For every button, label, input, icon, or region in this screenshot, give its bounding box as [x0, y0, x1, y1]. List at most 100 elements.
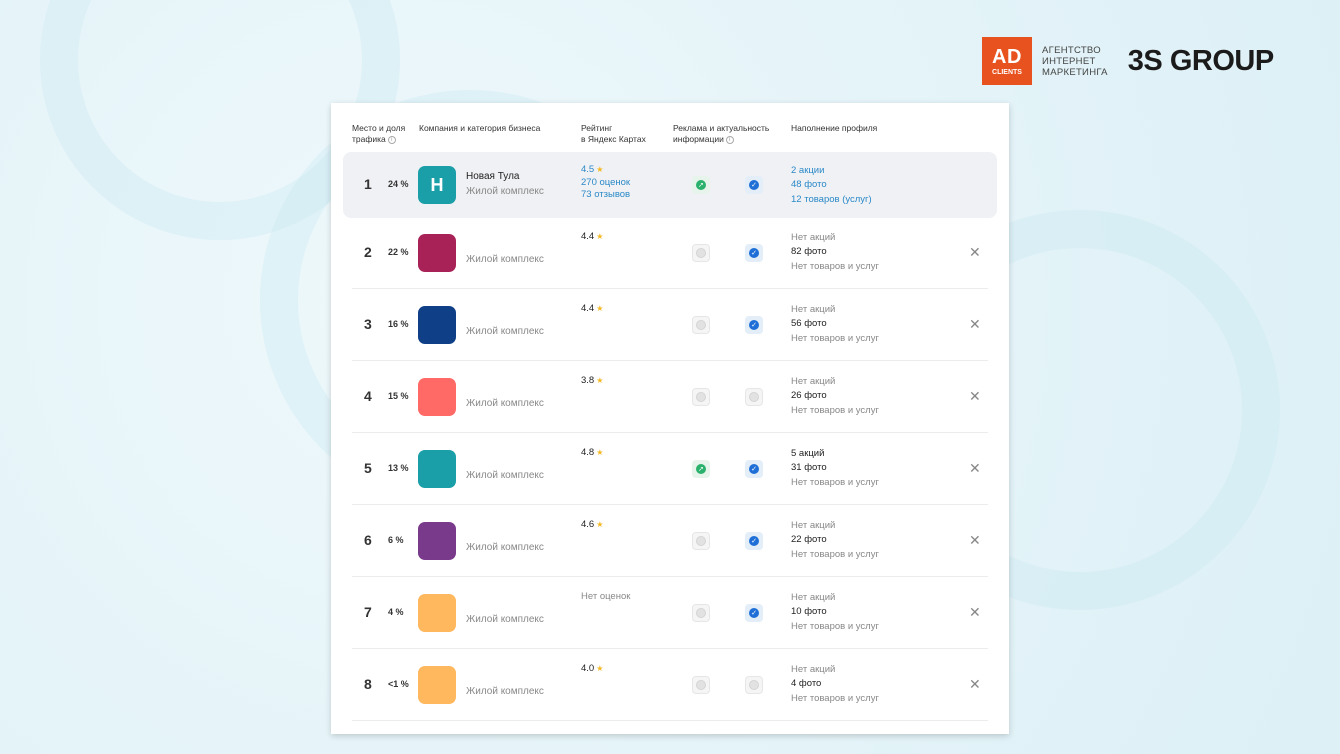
company-thumbnail [418, 522, 456, 560]
indicator-dot: ➚ [696, 180, 706, 190]
profile-promos: Нет акций [791, 664, 836, 675]
header-profile: Наполнение профиля [791, 123, 878, 133]
profile-promos: Нет акций [791, 376, 836, 387]
info-icon[interactable]: i [725, 135, 734, 144]
header-place: Место и доля трафика i [352, 123, 405, 145]
header-ads-line2: информации [673, 134, 724, 144]
star-icon: ★ [596, 165, 604, 174]
company-category: Жилой комплекс [466, 326, 544, 337]
indicator-dot: ➚ [696, 464, 706, 474]
indicator-dot [696, 680, 706, 690]
table-row[interactable]: 8 <1 % Жилой комплекс 4.0 ★ Нет акций 4 ф… [352, 649, 988, 721]
rating-value-line: 4.4 ★ [581, 231, 603, 244]
rank-number: 3 [364, 316, 372, 332]
company-thumbnail [418, 306, 456, 344]
info-icon[interactable]: i [387, 135, 396, 144]
rating-value-line: 3.8 ★ [581, 375, 603, 388]
indicator-dot [696, 392, 706, 402]
header-place-line2: трафика [352, 134, 386, 144]
traffic-share: 4 % [388, 607, 404, 617]
table-row[interactable]: 1 24 % Н Новая Тула Жилой комплекс 4.5 ★ … [343, 152, 997, 218]
company-category: Жилой комплекс [466, 398, 544, 409]
profile-promos[interactable]: 2 акции [791, 165, 825, 176]
remove-competitor-icon[interactable]: ✕ [969, 604, 981, 620]
rank-number: 5 [364, 460, 372, 476]
header-rating: Рейтинг в Яндекс Картах [581, 123, 646, 145]
header-rating-line1: Рейтинг [581, 123, 613, 133]
company-category: Жилой комплекс [466, 614, 544, 625]
rating-value: 4.5 [581, 164, 595, 175]
remove-competitor-icon[interactable]: ✕ [969, 532, 981, 548]
rank-number: 6 [364, 532, 372, 548]
advertising-indicator-icon [692, 604, 710, 622]
star-icon: ★ [596, 520, 604, 529]
table-row[interactable]: 4 15 % Жилой комплекс 3.8 ★ Нет акций 26 … [352, 361, 988, 433]
profile-fill: Нет акций 10 фото Нет товаров и услуг [791, 591, 879, 634]
rating-count[interactable]: 270 оценок [581, 176, 631, 188]
profile-promos: Нет акций [791, 304, 836, 315]
info-actual-indicator-icon [745, 388, 763, 406]
indicator-dot [749, 392, 759, 402]
profile-photos[interactable]: 48 фото [791, 179, 827, 191]
rank-number: 2 [364, 244, 372, 260]
agency-line: ИНТЕРНЕТ [1042, 55, 1096, 67]
company-thumbnail [418, 450, 456, 488]
advertising-indicator-icon [692, 388, 710, 406]
agency-line: АГЕНТСТВО [1042, 44, 1101, 56]
indicator-dot: ✓ [749, 248, 759, 258]
rating-cell: 4.5 ★ 270 оценок 73 отзывов [581, 164, 630, 202]
remove-competitor-icon[interactable]: ✕ [969, 316, 981, 332]
profile-goods: Нет товаров и услуг [791, 332, 879, 344]
company-thumbnail [418, 378, 456, 416]
reviews-count[interactable]: 73 отзывов [581, 189, 631, 200]
company-thumbnail [418, 666, 456, 704]
profile-goods: Нет товаров и услуг [791, 404, 879, 416]
profile-goods: Нет товаров и услуг [791, 692, 879, 704]
rating-value: 4.8 [581, 447, 595, 458]
profile-promos: Нет акций [791, 592, 836, 603]
indicator-dot: ✓ [749, 180, 759, 190]
advertising-indicator-icon [692, 676, 710, 694]
company-category: Жилой комплекс [466, 686, 544, 697]
profile-fill: Нет акций 26 фото Нет товаров и услуг [791, 375, 879, 418]
table-row[interactable]: 2 22 % Жилой комплекс 4.4 ★ ✓ Нет акций 8… [352, 217, 988, 289]
profile-goods[interactable]: 12 товаров (услуг) [791, 193, 872, 205]
company-name[interactable]: Новая Тула [466, 171, 520, 182]
table-row[interactable]: 6 6 % Жилой комплекс 4.6 ★ ✓ Нет акций 22… [352, 505, 988, 577]
traffic-share: 22 % [388, 247, 409, 257]
table-row[interactable]: 7 4 % Жилой комплекс Нет оценок ✓ Нет ак… [352, 577, 988, 649]
profile-photos: 4 фото [791, 678, 822, 690]
rating-value-line: 4.0 ★ [581, 663, 603, 676]
info-actual-indicator-icon: ✓ [745, 244, 763, 262]
rating-cell: 4.8 ★ [581, 447, 603, 460]
profile-promos: 5 акций [791, 448, 825, 459]
ad-clients-logo: AD CLIENTS [982, 37, 1032, 85]
remove-competitor-icon[interactable]: ✕ [969, 676, 981, 692]
header-rating-line2: в Яндекс Картах [581, 134, 646, 144]
indicator-dot [696, 248, 706, 258]
profile-goods: Нет товаров и услуг [791, 260, 879, 272]
star-icon: ★ [596, 304, 604, 313]
remove-competitor-icon[interactable]: ✕ [969, 460, 981, 476]
remove-competitor-icon[interactable]: ✕ [969, 244, 981, 260]
rating-value: 3.8 [581, 375, 595, 386]
header-place-line1: Место и доля [352, 123, 406, 133]
info-actual-indicator-icon: ✓ [745, 176, 763, 194]
table-row[interactable]: 5 13 % Жилой комплекс 4.8 ★ ➚ ✓ 5 акций 3… [352, 433, 988, 505]
rating-value: 4.0 [581, 663, 595, 674]
company-thumbnail: Н [418, 166, 456, 204]
profile-photos: 31 фото [791, 462, 827, 474]
traffic-share: <1 % [388, 679, 409, 689]
rating-value: 4.6 [581, 519, 595, 530]
remove-competitor-icon[interactable]: ✕ [969, 388, 981, 404]
rating-value: 4.4 [581, 303, 595, 314]
table-row[interactable]: 3 16 % Жилой комплекс 4.4 ★ ✓ Нет акций 5… [352, 289, 988, 361]
company-category: Жилой комплекс [466, 254, 544, 265]
profile-promos: Нет акций [791, 232, 836, 243]
advertising-indicator-icon [692, 532, 710, 550]
profile-fill: Нет акций 4 фото Нет товаров и услуг [791, 663, 879, 706]
rating-cell: 4.6 ★ [581, 519, 603, 532]
info-actual-indicator-icon [745, 676, 763, 694]
table-header: Место и доля трафика i Компания и категор… [331, 123, 1009, 153]
advertising-indicator-icon [692, 244, 710, 262]
